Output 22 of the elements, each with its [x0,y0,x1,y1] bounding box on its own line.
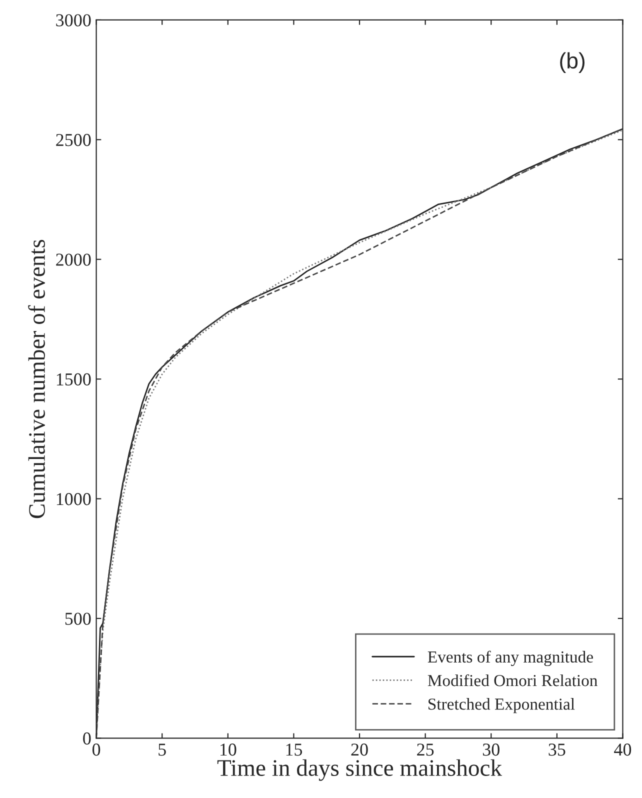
legend-label: Stretched Exponential [428,698,575,714]
x-tick-label: 20 [351,744,368,756]
x-tick-label: 0 [92,744,100,756]
y-axis-title: Cumulative number of events [28,240,45,518]
x-tick-label: 30 [482,744,500,756]
x-tick-label: 15 [286,744,302,756]
y-tick-label: 2000 [56,254,91,266]
legend-label: Modified Omori Relation [428,674,598,686]
x-axis-title: Time in days since mainshock [217,759,502,781]
y-tick-label: 0 [83,732,91,745]
x-tick-label: 5 [158,744,166,756]
y-tick-label: 1000 [56,493,91,506]
x-tick-label: 25 [417,744,434,756]
y-tick-label: 500 [65,612,91,625]
x-tick-label: 10 [220,744,236,756]
y-tick-label: 1500 [56,373,91,386]
legend-label: Events of any magnitude [428,650,593,666]
x-tick-label: 40 [614,744,632,756]
y-tick-label: 3000 [56,14,91,26]
y-tick-label: 2500 [56,134,91,146]
annotation: (b) [560,52,585,73]
x-tick-label: 35 [548,744,566,756]
